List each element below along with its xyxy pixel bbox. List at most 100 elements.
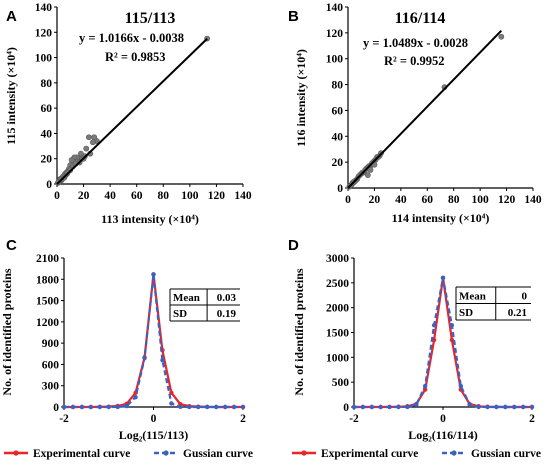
x-tick-label: 80 [448,194,460,206]
panel-b: B 0 20 40 60 80 100 120 140 0 20 40 60 80 100 120 140 114… [288,2,542,225]
x-axis-label: 113 intensity (×10⁴) [101,212,199,226]
y-tick-label: 1500 [326,328,349,340]
x-tick-label: 0 [151,413,157,425]
trendline [56,38,208,185]
y-tick-label: 900 [42,338,60,350]
panel-d: D-2 0 2050010001500200025003000Log₂(116/11… [288,237,535,442]
series-marker-gaussian [178,404,183,410]
series-marker-gaussian [240,404,246,410]
data-point [91,134,98,141]
data-point [83,145,90,152]
x-tick-label: 40 [104,190,116,202]
series-marker-gaussian [503,404,508,410]
x-axis-label: Log₂(115/113) [119,428,189,442]
series-marker-gaussian [440,275,446,281]
y-axis-label: 115 intensity (×10⁴) [4,47,18,145]
regression-equation: y = 1.0166x - 0.0038 [79,31,184,45]
trendline [347,30,503,189]
legend-label: Experimental curve [321,448,418,460]
series-marker-gaussian [378,404,383,410]
y-tick-label: 0 [46,179,52,191]
series-marker-gaussian [142,355,147,361]
y-tick-label: 120 [326,28,344,40]
series-line-gaussian [64,274,243,409]
series-marker-gaussian [106,404,111,410]
series-marker-gaussian [431,323,437,328]
r-squared-value: R² = 0.9853 [105,50,166,64]
stats-label: Mean [173,292,200,304]
stats-value: 0.03 [217,292,237,304]
y-tick-label: 140 [35,2,53,14]
series-marker-gaussian [205,404,210,410]
panel-letter: A [6,8,17,25]
series-marker-gaussian [387,404,392,410]
data-point [78,150,84,157]
stats-table: Mean 0 SD 0.21 [455,286,531,321]
x-tick-label: 140 [524,194,542,206]
y-tick-label: 80 [332,80,344,92]
panel-a: A 0 20 40 60 80 100 120 140 0 20 40 60 80 100 120 140 113… [4,2,252,226]
x-tick-label: 40 [395,194,407,206]
series-marker-gaussian [169,401,174,406]
series-marker-gaussian [151,272,156,277]
series-line-experimental [354,277,532,409]
series-marker-gaussian [231,404,237,410]
y-tick-label: 140 [326,2,344,14]
series-marker-gaussian [79,404,85,410]
series-marker-gaussian [458,383,463,389]
panel-title: 116/114 [395,10,446,27]
y-tick-label: 1200 [36,317,59,329]
legend-marker [451,450,457,456]
y-tick-label: 500 [332,377,350,389]
y-tick-label: 0 [343,402,349,414]
y-tick-label: 2100 [36,253,59,265]
y-tick-label: 20 [41,154,53,166]
data-point [68,157,75,163]
y-tick-label: 60 [332,105,344,117]
x-tick-label: 80 [158,190,170,202]
series-marker-gaussian [97,404,103,410]
series-marker-gaussian [222,404,228,410]
y-axis-label: No. of identified proteins [0,268,14,395]
y-tick-label: 1800 [36,274,59,286]
data-point [364,172,371,178]
series-marker-gaussian [187,404,192,410]
x-tick-label: 140 [234,190,252,202]
x-tick-label: 2 [529,413,535,425]
series-marker-gaussian [476,404,481,410]
data-point [498,33,505,40]
stats-label: Mean [459,291,486,303]
x-tick-label: 2 [240,413,246,425]
r-squared-value: R² = 0.9952 [384,54,445,68]
y-tick-label: 40 [332,131,344,143]
y-tick-label: 0 [53,402,59,414]
x-tick-label: 60 [422,194,434,206]
y-axis-label: 116 intensity (×10⁴) [294,49,308,147]
panel-letter: B [288,8,299,25]
y-tick-label: 2500 [326,278,349,290]
panel-c: C-2 0 203006009001200150018002100Log₂(115/… [0,237,246,442]
y-tick-label: 300 [42,381,60,393]
y-tick-label: 1000 [326,352,349,364]
legend-label: Gussian curve [471,448,541,460]
legend-label: Experimental curve [33,448,130,460]
y-tick-label: 60 [41,103,53,115]
y-tick-label: 40 [41,128,53,140]
stats-label: SD [173,308,187,320]
legend-marker [163,450,169,456]
series-marker-gaussian [520,404,526,410]
stats-label: SD [459,307,473,319]
series-marker-gaussian [351,404,357,410]
series-marker-gaussian [529,404,535,410]
series-marker-gaussian [160,357,165,363]
x-tick-label: 0 [345,194,351,206]
series-marker-gaussian [512,404,517,410]
x-tick-label: -2 [349,413,359,425]
data-point [367,166,374,173]
x-tick-label: 100 [181,190,199,202]
panel-letter: C [6,237,17,254]
series-marker-gaussian [115,404,120,410]
data-point [85,134,92,141]
series-marker-gaussian [124,403,129,409]
y-tick-label: 3000 [326,253,349,265]
